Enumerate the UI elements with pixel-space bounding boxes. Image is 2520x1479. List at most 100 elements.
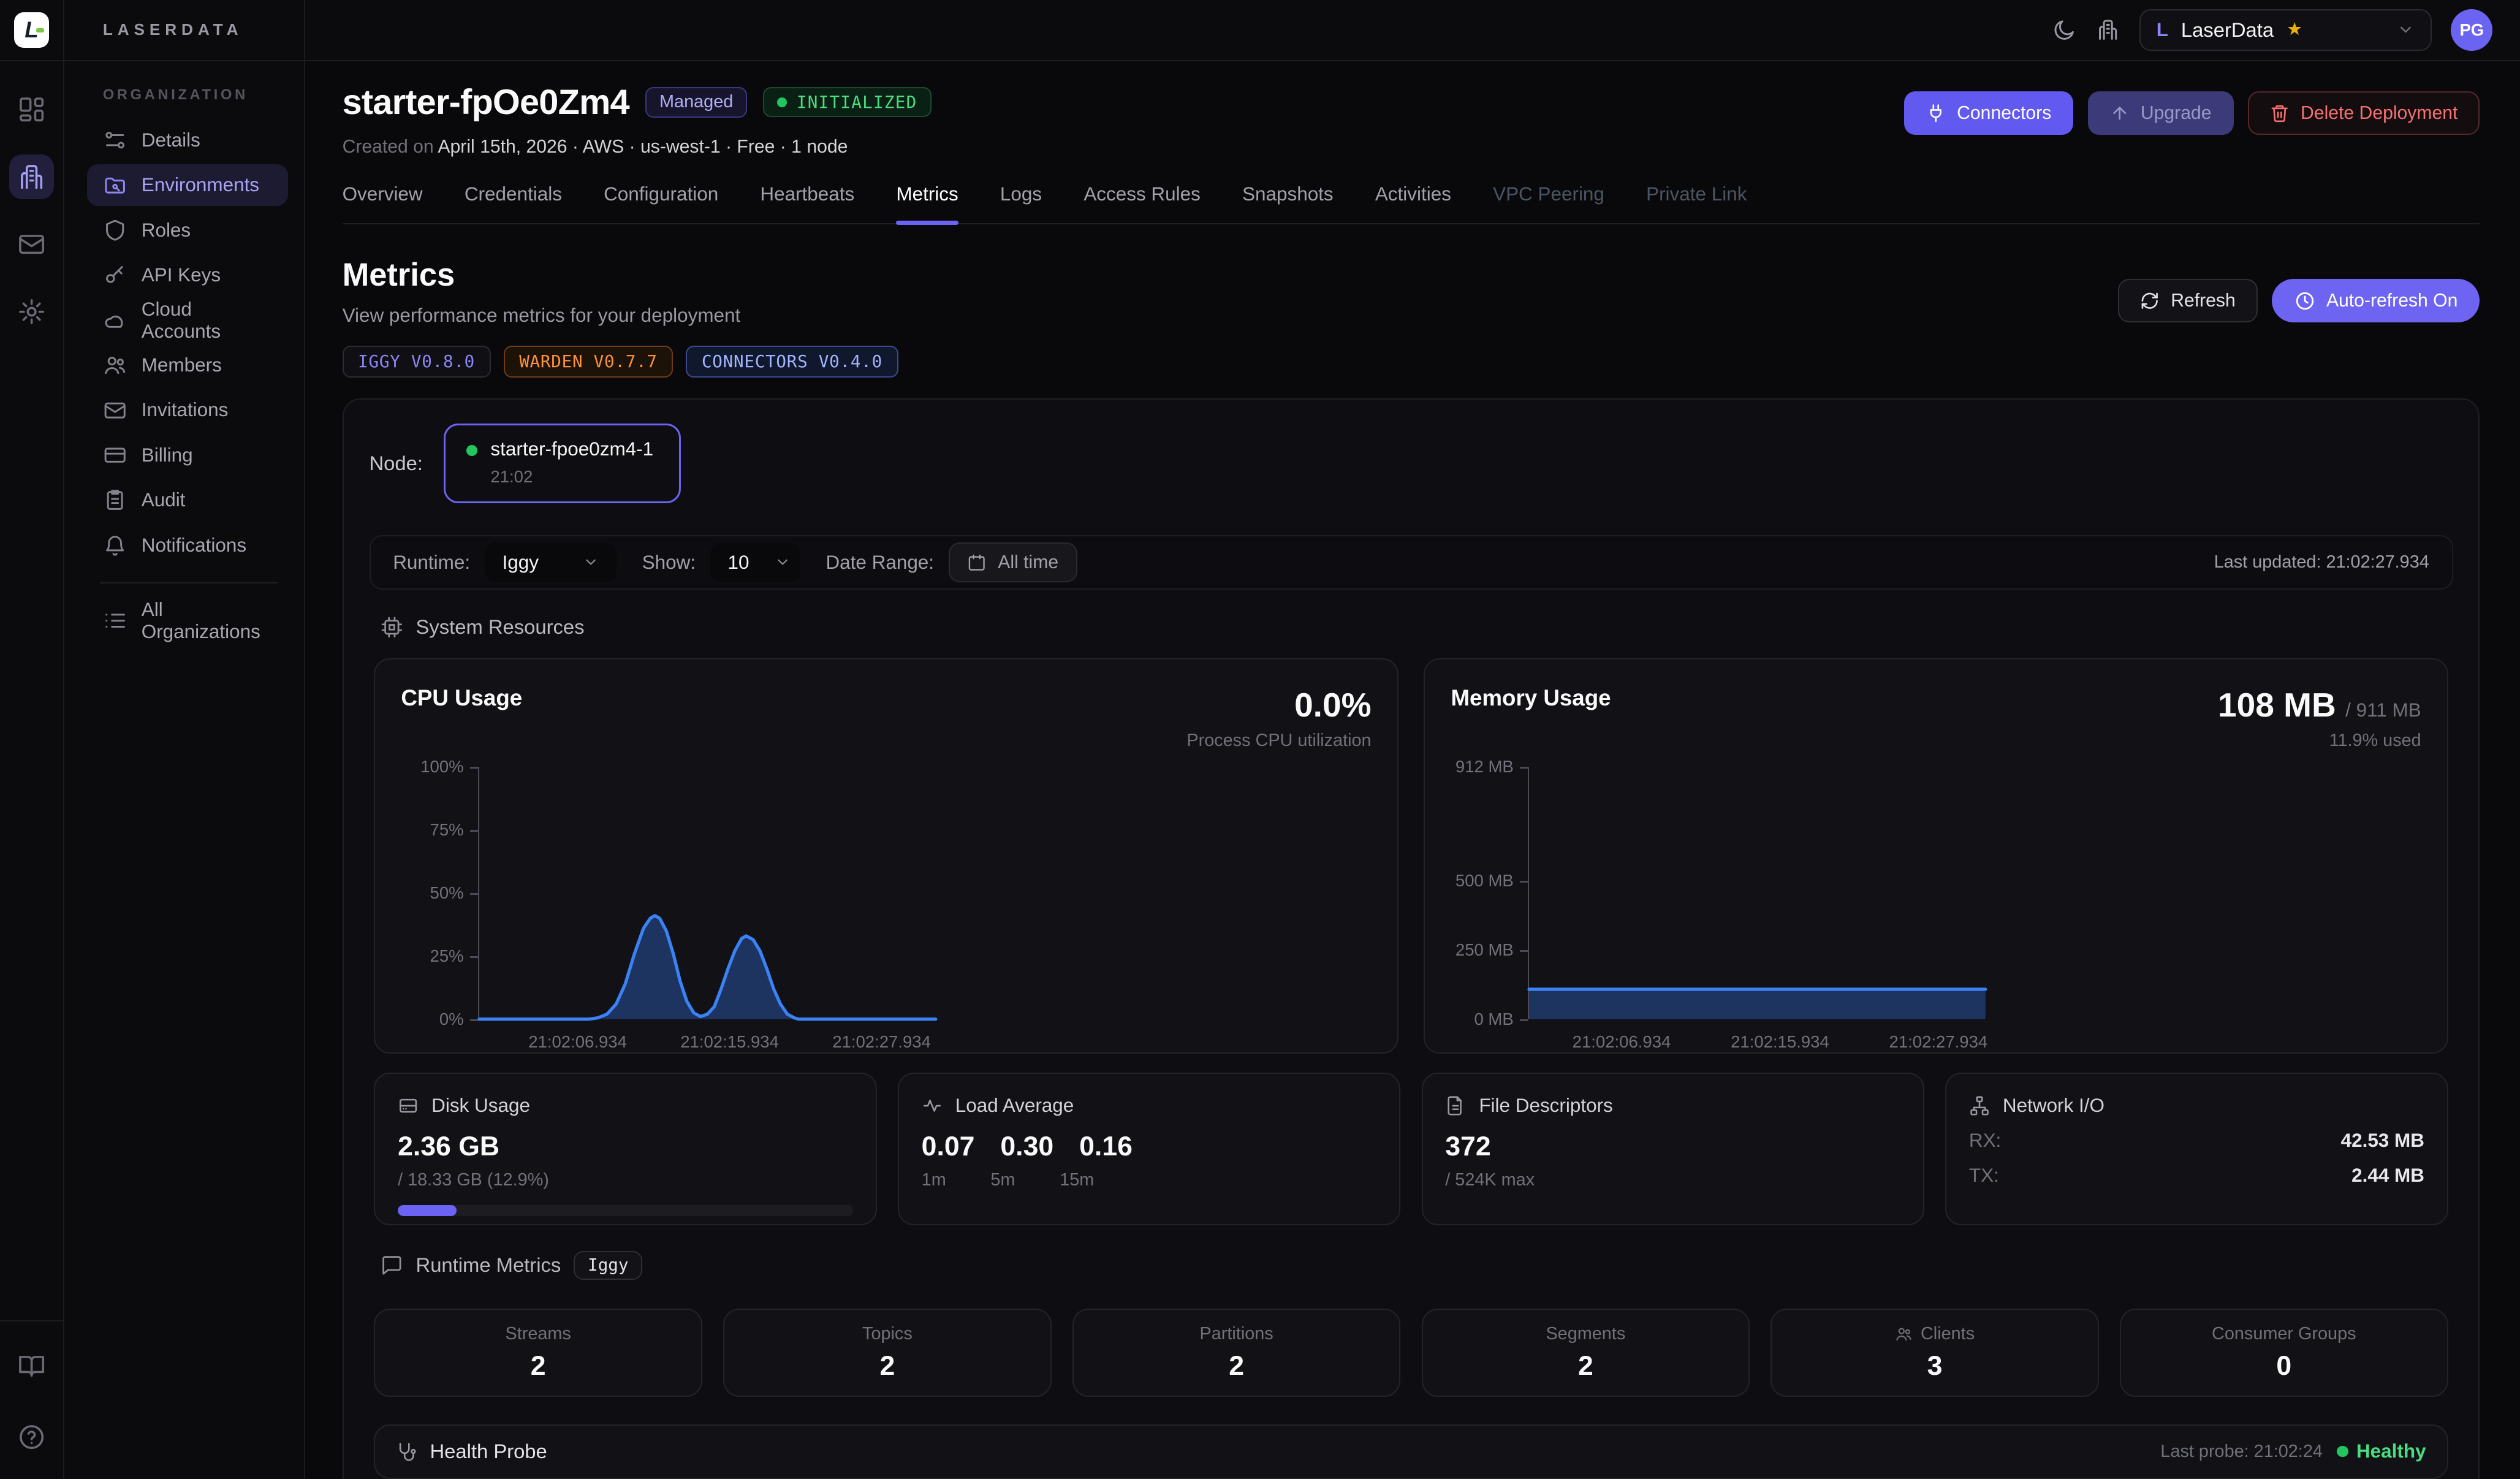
sidebar-item-cloud-accounts[interactable]: Cloud Accounts xyxy=(87,298,288,342)
chevron-down-icon xyxy=(583,554,599,570)
show-label: Show: xyxy=(642,551,696,573)
health-status: Healthy xyxy=(2337,1440,2426,1462)
sidebar-item-details[interactable]: Details xyxy=(87,120,288,161)
help-icon[interactable] xyxy=(9,1415,54,1459)
fd-value: 372 xyxy=(1445,1131,1491,1162)
load-15m-value: 0.16 xyxy=(1079,1131,1133,1162)
theme-moon-icon[interactable] xyxy=(2052,18,2076,42)
autorefresh-button[interactable]: Auto-refresh On xyxy=(2272,279,2480,323)
metrics-panel: Node: starter-fpoe0zm4-1 21:02 Runtime: … xyxy=(342,398,2480,1479)
org-name: LaserData xyxy=(2180,18,2274,41)
sidebar-divider xyxy=(99,582,279,584)
tab-access-rules[interactable]: Access Rules xyxy=(1084,183,1201,205)
stethoscope-icon xyxy=(400,1443,416,1461)
file-icon xyxy=(1448,1096,1462,1116)
roles-shield-icon xyxy=(105,219,124,241)
sidebar-item-environments[interactable]: Environments xyxy=(86,164,289,207)
tab-logs[interactable]: Logs xyxy=(1000,183,1042,205)
sidebar-item-roles[interactable]: Roles xyxy=(87,210,288,251)
sidebar-item-all-organizations[interactable]: All Organizations xyxy=(87,599,288,642)
user-avatar[interactable]: PG xyxy=(2451,9,2493,51)
chevron-down-icon xyxy=(2397,21,2415,39)
plug-icon xyxy=(1930,104,1942,123)
messages-icon[interactable] xyxy=(9,222,54,267)
memory-current-value: 108 MB / 911 MB xyxy=(2218,685,2421,724)
laserdata-logo[interactable]: L xyxy=(13,12,50,48)
node-selector[interactable]: starter-fpoe0zm4-1 21:02 xyxy=(444,424,681,503)
memory-chart-title: Memory Usage xyxy=(1451,685,1611,710)
organization-icon[interactable] xyxy=(9,154,55,200)
tab-overview[interactable]: Overview xyxy=(342,183,423,205)
settings-gear-icon[interactable] xyxy=(9,289,54,334)
tab-snapshots[interactable]: Snapshots xyxy=(1242,183,1334,205)
clock-icon xyxy=(2296,292,2313,310)
sidebar-item-billing[interactable]: Billing xyxy=(87,435,288,476)
details-sliders-icon xyxy=(105,132,124,149)
daterange-button[interactable]: All time xyxy=(948,542,1077,583)
health-probe-card: Health Probe Last probe: 21:02:24 Health… xyxy=(374,1424,2448,1479)
tab-credentials[interactable]: Credentials xyxy=(464,183,562,205)
node-label: Node: xyxy=(369,452,423,474)
content: starter-fpOe0Zm4 Managed INITIALIZED Cre… xyxy=(305,61,2520,1479)
trash-icon xyxy=(2271,105,2288,123)
clients-users-icon xyxy=(1896,1328,1911,1341)
invitations-mail-icon xyxy=(104,402,126,419)
tab-configuration[interactable]: Configuration xyxy=(604,183,719,205)
network-icon xyxy=(1970,1096,1989,1116)
tab-bar: Overview Credentials Configuration Heart… xyxy=(342,183,2480,225)
cloud-accounts-cloud-icon xyxy=(105,315,123,328)
cpu-current-value: 0.0% xyxy=(1294,685,1372,724)
show-select[interactable]: 10 xyxy=(710,542,800,583)
dashboard-grid-icon[interactable] xyxy=(9,87,54,132)
load-1m-label: 1m xyxy=(921,1169,946,1190)
disk-value: 2.36 GB xyxy=(398,1131,500,1162)
created-line: Created on April 15th, 2026 · AWS · us-w… xyxy=(342,137,848,158)
load-average-card: Load Average 0.07 0.30 0.16 1m 5m 15m xyxy=(897,1073,1401,1226)
page-title: Metrics xyxy=(342,257,455,293)
star-icon: ★ xyxy=(2287,20,2302,40)
tab-metrics[interactable]: Metrics xyxy=(896,183,958,224)
icon-rail: L xyxy=(0,0,64,1479)
all-organizations-list-icon xyxy=(105,614,125,628)
delete-deployment-button[interactable]: Delete Deployment xyxy=(2248,91,2480,135)
topbar: L LaserData ★ PG xyxy=(305,0,2520,61)
disk-usage-card: Disk Usage 2.36 GB / 18.33 GB (12.9%) xyxy=(374,1073,877,1226)
cpu-usage-card: CPU Usage 0.0% Process CPU utilization 1… xyxy=(374,658,1399,1054)
refresh-button[interactable]: Refresh xyxy=(2118,279,2258,323)
deployment-header: starter-fpOe0Zm4 Managed INITIALIZED Cre… xyxy=(305,61,2520,158)
page-subtitle: View performance metrics for your deploy… xyxy=(342,304,741,326)
org-building-icon[interactable] xyxy=(2096,18,2120,42)
node-time: 21:02 xyxy=(490,466,533,486)
tab-activities[interactable]: Activities xyxy=(1375,183,1451,205)
sidebar-item-audit[interactable]: Audit xyxy=(87,479,288,521)
sidebar-item-members[interactable]: Members xyxy=(87,344,288,386)
runtime-select[interactable]: Iggy xyxy=(484,542,617,583)
version-badge-iggy: IGGY V0.8.0 xyxy=(342,346,491,378)
sidebar-item-notifications[interactable]: Notifications xyxy=(87,524,288,566)
status-badge: INITIALIZED xyxy=(763,87,932,118)
org-switcher[interactable]: L LaserData ★ xyxy=(2139,9,2432,51)
tx-value: 2.44 MB xyxy=(2351,1165,2424,1187)
stat-card-streams: Streams 2 xyxy=(374,1308,703,1397)
connectors-button[interactable]: Connectors xyxy=(1904,91,2074,135)
activity-icon xyxy=(923,1100,941,1112)
sidebar-item-api-keys[interactable]: API Keys xyxy=(87,254,288,296)
upgrade-button[interactable]: Upgrade xyxy=(2087,91,2234,135)
stat-card-clients: Clients 3 xyxy=(1770,1308,2099,1397)
api-keys-key-icon xyxy=(105,266,123,284)
healthy-dot xyxy=(2337,1446,2348,1458)
runtime-label: Runtime: xyxy=(393,551,471,573)
cpu-chip-icon xyxy=(381,617,402,637)
tab-heartbeats[interactable]: Heartbeats xyxy=(760,183,855,205)
sidebar-item-invitations[interactable]: Invitations xyxy=(87,389,288,431)
cpu-usage-chart: 100% 75% 50% 25% 0% xyxy=(401,757,1371,1028)
runtime-badge-iggy: Iggy xyxy=(574,1251,643,1280)
sidebar: LASERDATA ORGANIZATION Details Environme… xyxy=(64,0,306,1479)
disk-sub: / 18.33 GB (12.9%) xyxy=(398,1169,549,1190)
load-1m-value: 0.07 xyxy=(921,1131,975,1162)
node-name: starter-fpoe0zm4-1 xyxy=(490,438,654,460)
status-dot xyxy=(777,97,788,107)
docs-book-icon[interactable] xyxy=(9,1344,54,1388)
network-io-card: Network I/O RX: 42.53 MB TX: 2.44 MB xyxy=(1945,1073,2448,1226)
